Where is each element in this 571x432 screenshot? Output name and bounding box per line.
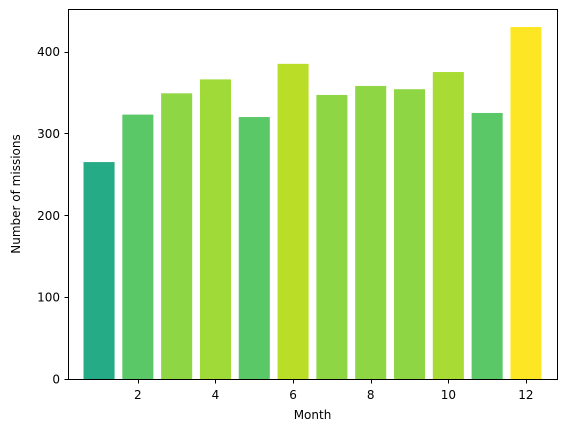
x-tick-label: 6 bbox=[289, 388, 297, 402]
x-tick-label: 4 bbox=[212, 388, 220, 402]
y-tick-label: 200 bbox=[37, 209, 60, 223]
y-tick-label: 300 bbox=[37, 127, 60, 141]
bar-month-12 bbox=[510, 27, 542, 379]
x-tick-label: 12 bbox=[518, 388, 533, 402]
bar-month-7 bbox=[316, 94, 348, 379]
bar-month-5 bbox=[238, 117, 270, 379]
bar-month-1 bbox=[83, 162, 115, 379]
bar-month-9 bbox=[394, 89, 426, 379]
y-axis-ticks: 0 100 200 300 400 bbox=[37, 45, 69, 387]
bar-month-3 bbox=[161, 93, 193, 380]
y-tick-label: 400 bbox=[37, 45, 60, 59]
bar-month-4 bbox=[199, 79, 231, 380]
bar-month-8 bbox=[355, 85, 387, 379]
bars-group bbox=[83, 27, 542, 380]
bar-month-6 bbox=[277, 63, 309, 380]
y-tick-label: 0 bbox=[52, 373, 60, 387]
x-axis-label: Month bbox=[294, 408, 332, 422]
x-tick-label: 8 bbox=[367, 388, 375, 402]
y-axis-label: Number of missions bbox=[9, 134, 23, 253]
bar-month-2 bbox=[122, 114, 154, 379]
x-tick-label: 10 bbox=[441, 388, 456, 402]
plot-area-frame bbox=[68, 9, 558, 380]
x-tick-label: 2 bbox=[134, 388, 142, 402]
y-tick-label: 100 bbox=[37, 291, 60, 305]
bar-month-11 bbox=[471, 112, 503, 379]
x-axis-ticks: 2 4 6 8 10 12 bbox=[134, 379, 534, 402]
bar-month-10 bbox=[432, 72, 464, 379]
